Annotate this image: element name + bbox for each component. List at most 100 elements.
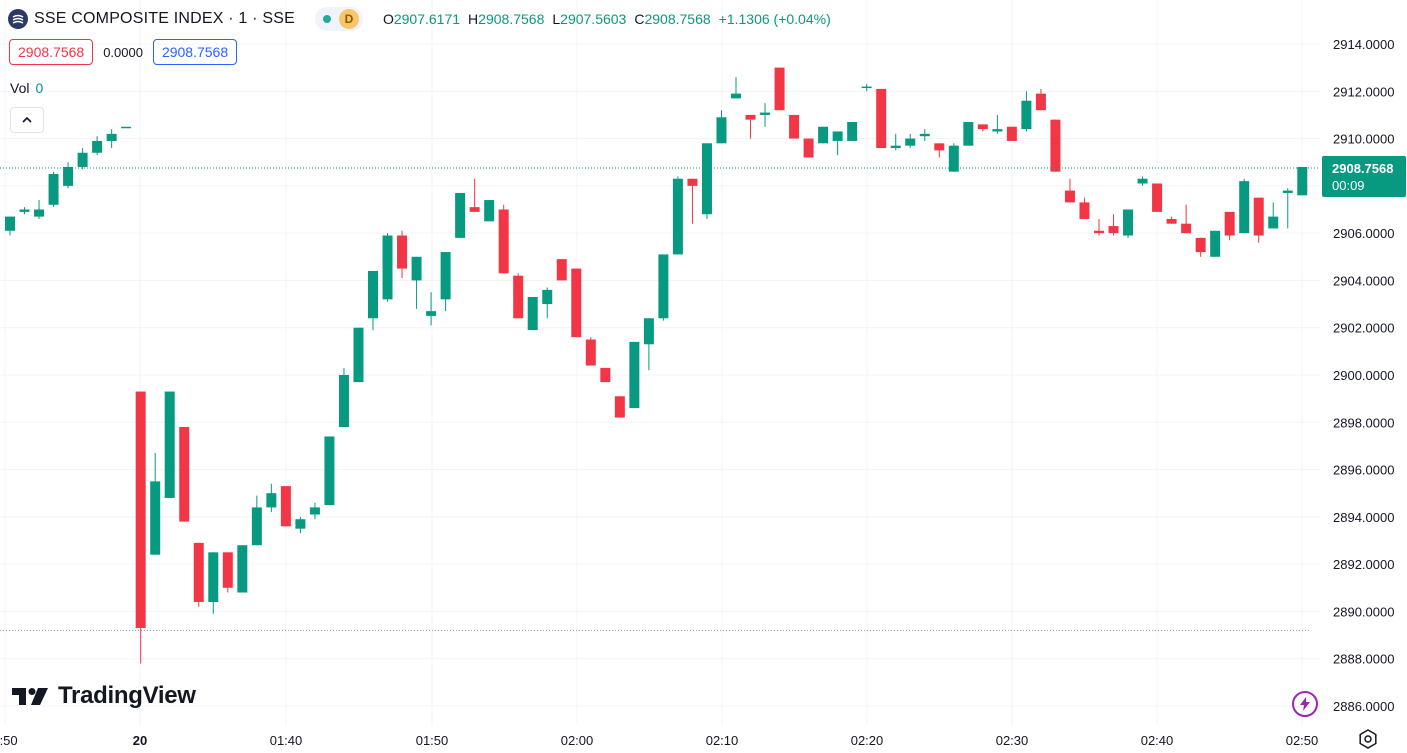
candle-body: [847, 122, 858, 141]
collapse-legend-button[interactable]: [10, 107, 44, 133]
candle: [818, 126, 829, 144]
x-tick-label: 02:50: [1286, 733, 1319, 748]
candle: [1137, 176, 1148, 186]
candle-body: [92, 140, 103, 153]
y-tick-label: 2894.0000: [1333, 510, 1394, 525]
candle: [1166, 216, 1177, 224]
candle-body: [1210, 230, 1221, 257]
candle: [179, 427, 190, 522]
y-tick-label: 2900.0000: [1333, 368, 1394, 383]
y-tick-label: 2902.0000: [1333, 321, 1394, 336]
candle: [585, 337, 596, 366]
candle: [222, 552, 233, 593]
lightning-button[interactable]: [1292, 691, 1318, 717]
candle: [963, 122, 974, 146]
candle: [1006, 126, 1017, 141]
candle-body: [34, 209, 45, 217]
x-tick-label: 02:40: [1141, 733, 1174, 748]
candle: [266, 483, 277, 513]
trade-prices: 2908.7568 0.0000 2908.7568: [9, 39, 238, 65]
candle: [324, 436, 335, 506]
candle: [1094, 218, 1104, 236]
candle-body: [614, 396, 625, 418]
candle: [1224, 211, 1235, 241]
candle-body: [266, 493, 277, 508]
candle-body: [498, 209, 509, 274]
candle-body: [222, 552, 233, 588]
candle-body: [150, 481, 161, 555]
candle-body: [382, 235, 393, 300]
candle: [92, 136, 103, 156]
market-status-pill[interactable]: D: [314, 7, 363, 31]
candle-body: [237, 545, 248, 593]
candle: [382, 233, 393, 302]
x-tick-label: 02:00: [561, 733, 594, 748]
candle-body: [77, 152, 88, 167]
low-label: L: [552, 11, 561, 27]
candle-body: [1108, 226, 1119, 234]
candle: [208, 552, 219, 614]
candle-body: [571, 268, 582, 338]
candle-body: [542, 289, 553, 305]
candle-body: [1253, 197, 1264, 236]
symbol-title[interactable]: SSE COMPOSITE INDEX · 1 · SSE: [34, 10, 295, 27]
spread-value: 0.0000: [103, 44, 143, 60]
candle-body: [411, 256, 422, 281]
y-tick-label: 2910.0000: [1333, 132, 1394, 147]
candle: [948, 143, 959, 172]
tradingview-wordmark: TradingView: [58, 682, 196, 709]
candle: [890, 133, 901, 151]
candle-body: [121, 126, 132, 129]
candle-body: [455, 192, 466, 238]
candle: [774, 67, 785, 111]
candle: [672, 176, 683, 255]
candle: [1210, 230, 1221, 257]
candle: [643, 318, 654, 371]
sell-price-button[interactable]: 2908.7568: [9, 39, 94, 65]
candle-body: [861, 86, 872, 89]
candle-body: [469, 207, 480, 212]
candle: [338, 367, 349, 428]
candle: [600, 367, 611, 383]
candle: [1152, 183, 1163, 212]
candle: [106, 129, 117, 149]
tradingview-brand[interactable]: TradingView: [12, 682, 196, 710]
candle-body: [135, 391, 146, 628]
candle: [121, 126, 132, 129]
candle-body: [963, 122, 974, 146]
candle-body: [1166, 218, 1177, 224]
candle: [760, 103, 771, 127]
candle: [150, 453, 161, 555]
candle: [397, 230, 408, 279]
candle: [861, 84, 872, 92]
candle-body: [1282, 190, 1293, 193]
candle: [934, 143, 945, 158]
settings-icon[interactable]: [1358, 729, 1378, 749]
candle-body: [426, 311, 437, 316]
candle: [527, 296, 538, 331]
candle-body: [513, 275, 524, 319]
candle: [164, 391, 175, 498]
last-price-badge: [1322, 155, 1406, 197]
candle-body: [1181, 223, 1192, 234]
volume-legend: Vol 0: [10, 80, 43, 96]
candle: [63, 162, 74, 189]
candle: [19, 207, 30, 215]
y-tick-label: 2914.0000: [1333, 37, 1394, 52]
candle-body: [876, 88, 887, 149]
candle-body: [1035, 93, 1046, 111]
candle-body: [1050, 119, 1061, 172]
candle-body: [731, 93, 741, 99]
candle-body: [919, 133, 930, 137]
candle-body: [1064, 190, 1075, 203]
candle: [77, 148, 88, 170]
candle-body: [324, 436, 335, 506]
candle: [309, 502, 320, 520]
buy-price-button[interactable]: 2908.7568: [152, 39, 238, 65]
candle: [614, 396, 625, 418]
candle-body: [818, 126, 829, 144]
y-tick-label: 2898.0000: [1333, 415, 1394, 430]
candle-body: [193, 542, 204, 602]
candle-body: [905, 138, 916, 146]
